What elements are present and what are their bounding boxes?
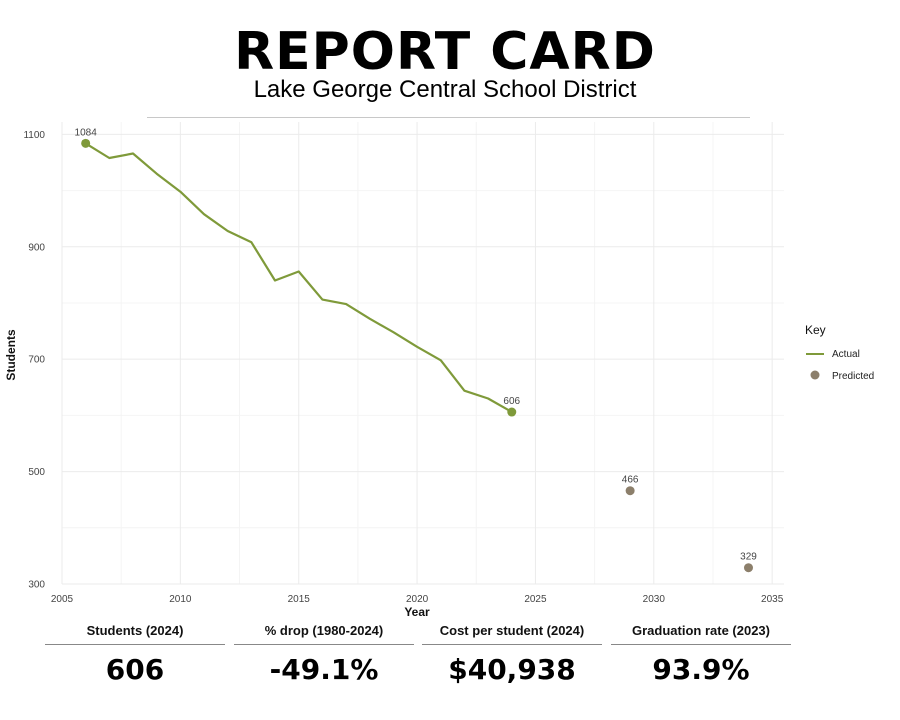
legend-actual-label: Actual [832,349,860,360]
enrollment-chart: 300 500 700 900 1100 2005 2010 2015 2020 2025 203… [4,122,874,619]
stat-label: % drop (1980-2024) [234,618,414,645]
stat-value: -49.1% [269,653,379,686]
data-label: 466 [622,475,639,486]
x-tick-label: 2020 [406,594,429,605]
stat-students: Students (2024) 606 [45,618,225,686]
page-subtitle: Lake George Central School District [253,76,637,103]
stat-value: $40,938 [448,653,576,686]
stat-value: 93.9% [652,653,750,686]
y-tick-label: 700 [28,355,45,366]
x-axis-title: Year [404,605,430,619]
stat-label: Students (2024) [45,618,225,645]
data-label: 606 [503,396,520,407]
x-tick-label: 2025 [524,594,547,605]
data-label: 329 [740,552,757,563]
header-divider [147,117,750,118]
y-axis-ticks: 300 500 700 900 1100 [23,130,45,591]
stat-percent-drop: % drop (1980-2024) -49.1% [234,618,414,686]
report-header: REPORT CARD Lake George Central School D… [0,0,900,120]
actual-point [81,138,91,148]
stat-value: 606 [105,653,165,686]
x-tick-label: 2030 [643,594,666,605]
legend-predicted-swatch [810,370,820,380]
legend-predicted-label: Predicted [832,371,874,382]
y-tick-label: 300 [28,580,45,591]
legend-title: Key [805,323,826,337]
y-tick-label: 1100 [23,130,45,141]
y-tick-label: 900 [28,242,45,253]
stat-label: Graduation rate (2023) [611,618,791,645]
stat-cost-per-student: Cost per student (2024) $40,938 [422,618,602,686]
chart-data-labels: 1084 606 466 329 [75,127,758,562]
x-tick-label: 2005 [51,594,74,605]
x-axis-ticks: 2005 2010 2015 2020 2025 2030 2035 [51,594,784,605]
y-axis-title: Students [4,329,18,381]
chart-legend: Key Actual Predicted [805,323,874,382]
stat-graduation-rate: Graduation rate (2023) 93.9% [611,618,791,686]
stat-label: Cost per student (2024) [422,618,602,645]
x-tick-label: 2010 [169,594,192,605]
actual-series-line [85,142,513,413]
x-tick-label: 2035 [761,594,784,605]
chart-series [81,138,753,573]
x-tick-label: 2015 [288,594,311,605]
page-title: REPORT CARD [234,22,656,82]
y-tick-label: 500 [28,467,45,478]
actual-point [507,407,517,417]
data-label: 1084 [75,127,98,138]
chart-grid [61,122,784,585]
stats-panel: Students (2024) 606 % drop (1980-2024) -… [0,618,900,718]
predicted-point [743,563,753,573]
predicted-point [625,486,635,496]
